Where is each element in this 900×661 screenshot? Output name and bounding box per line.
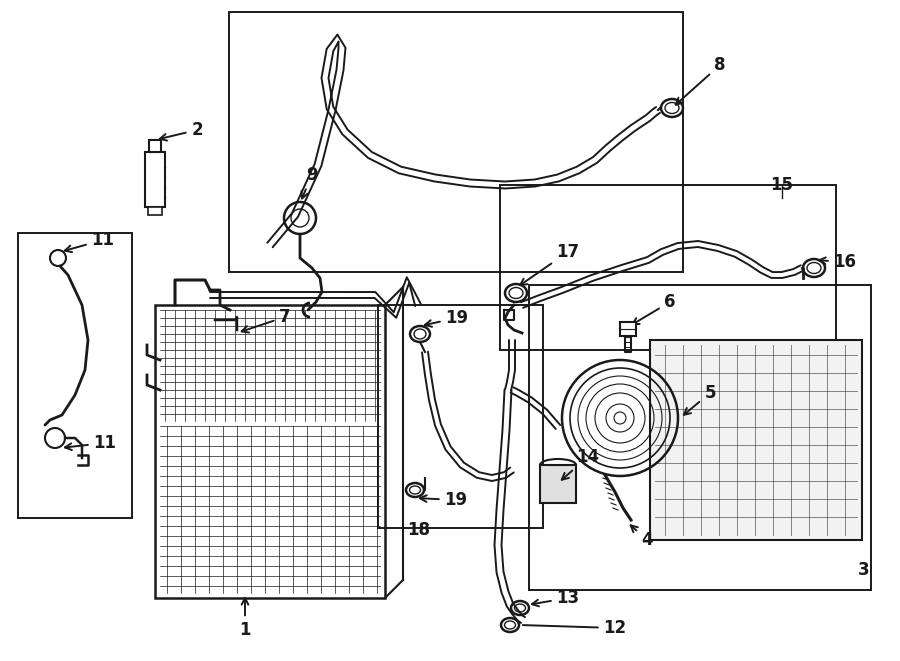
Text: 9: 9 bbox=[302, 166, 318, 198]
Text: 17: 17 bbox=[520, 243, 580, 285]
Text: 16: 16 bbox=[819, 253, 857, 271]
Bar bbox=[540, 465, 576, 503]
Text: 8: 8 bbox=[676, 56, 725, 104]
Bar bbox=[529, 285, 871, 590]
Bar bbox=[229, 12, 683, 272]
Bar bbox=[149, 140, 161, 152]
Text: 1: 1 bbox=[239, 598, 251, 639]
Text: 7: 7 bbox=[242, 308, 291, 332]
Text: 19: 19 bbox=[425, 309, 469, 327]
Bar bbox=[145, 152, 165, 207]
Bar bbox=[18, 233, 132, 518]
Text: 15: 15 bbox=[770, 176, 794, 194]
Text: 14: 14 bbox=[562, 448, 599, 480]
Bar bbox=[620, 322, 636, 336]
Text: 12: 12 bbox=[523, 619, 626, 637]
Bar bbox=[148, 207, 162, 215]
Text: 4: 4 bbox=[631, 525, 652, 549]
Text: 11: 11 bbox=[65, 434, 116, 452]
Text: 6: 6 bbox=[633, 293, 676, 325]
Text: 2: 2 bbox=[160, 121, 202, 141]
Text: 19: 19 bbox=[420, 491, 468, 509]
Text: 3: 3 bbox=[858, 561, 869, 579]
Bar bbox=[650, 340, 862, 540]
Bar bbox=[500, 185, 836, 350]
Text: 13: 13 bbox=[532, 589, 580, 607]
Bar bbox=[155, 305, 385, 598]
Text: 5: 5 bbox=[684, 384, 716, 415]
Text: 18: 18 bbox=[408, 521, 430, 539]
Bar bbox=[378, 305, 543, 528]
Text: 11: 11 bbox=[65, 231, 114, 252]
